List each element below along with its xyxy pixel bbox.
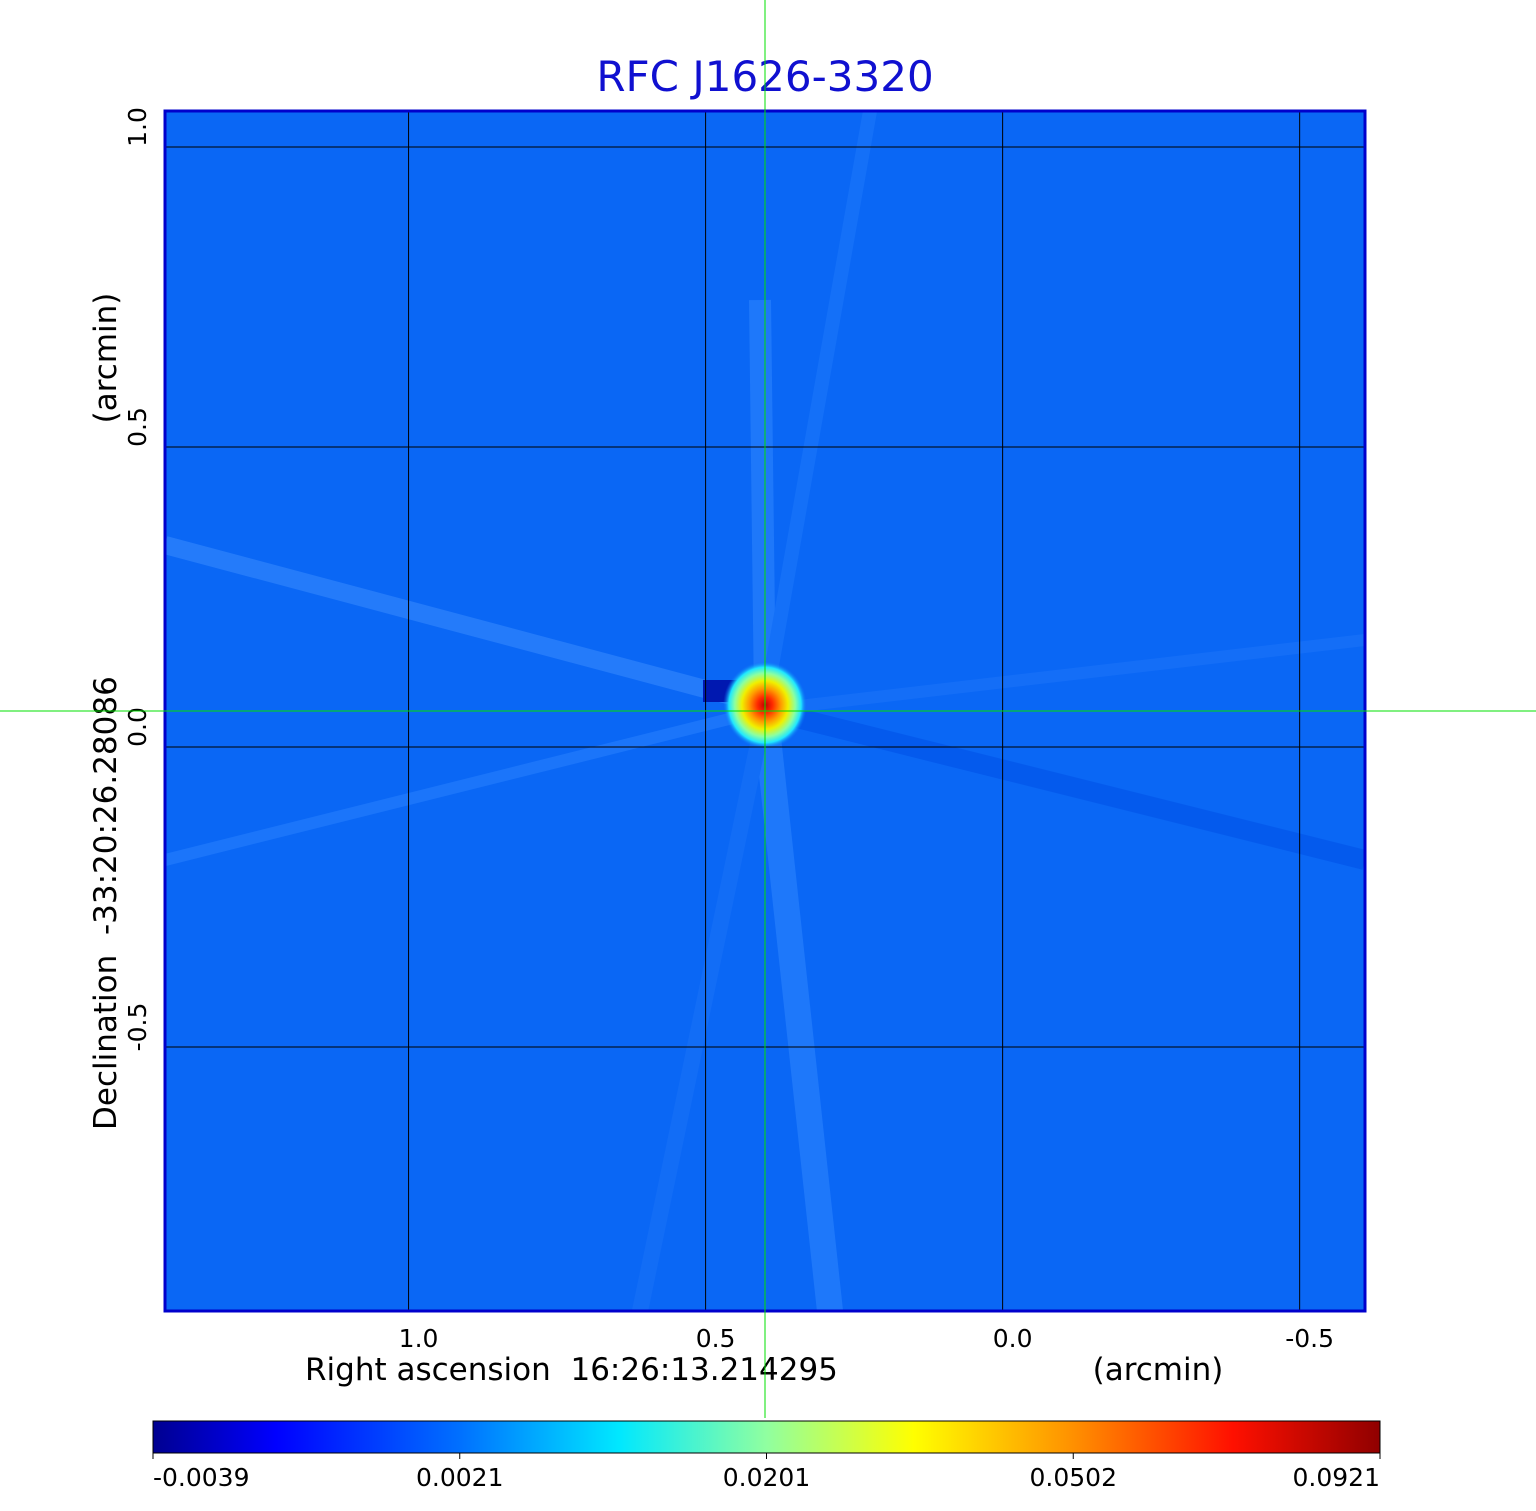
colorbar-tick-label: 0.0021 (416, 1463, 503, 1492)
colorbar-labels: -0.0039 0.0021 0.0201 0.0502 0.0921 (152, 1453, 1381, 1492)
x-axis-label: Right ascension 16:26:13.214295 (305, 1352, 838, 1388)
x-axis-unit: (arcmin) (1093, 1352, 1224, 1388)
x-tick-label: 0.5 (696, 1324, 736, 1353)
colorbar-tick-label: 0.0201 (723, 1463, 810, 1492)
y-tick-label: 1.0 (123, 107, 152, 147)
sidelobe-streaks (165, 111, 1365, 1311)
y-tick-label: 0.5 (123, 407, 152, 447)
y-axis-unit: (arcmin) (88, 293, 124, 424)
x-tick-label: -0.5 (1285, 1324, 1334, 1353)
colorbar-tick-label: 0.0502 (1030, 1463, 1117, 1492)
tick-labels: 1.0 0.5 0.0 -0.5 1.0 0.5 0.0 -0.5 (123, 107, 1334, 1353)
colorbar (152, 1420, 1381, 1454)
colorbar-tick-label: -0.0039 (153, 1463, 250, 1492)
colorbar-tick-label: 0.0921 (1293, 1463, 1380, 1492)
y-tick-label: 0.0 (123, 707, 152, 747)
x-tick-label: 0.0 (993, 1324, 1033, 1353)
x-tick-label: 1.0 (399, 1324, 439, 1353)
y-tick-label: -0.5 (123, 1003, 152, 1052)
y-axis-label: Declination -33:20:26.28086 (88, 676, 124, 1130)
